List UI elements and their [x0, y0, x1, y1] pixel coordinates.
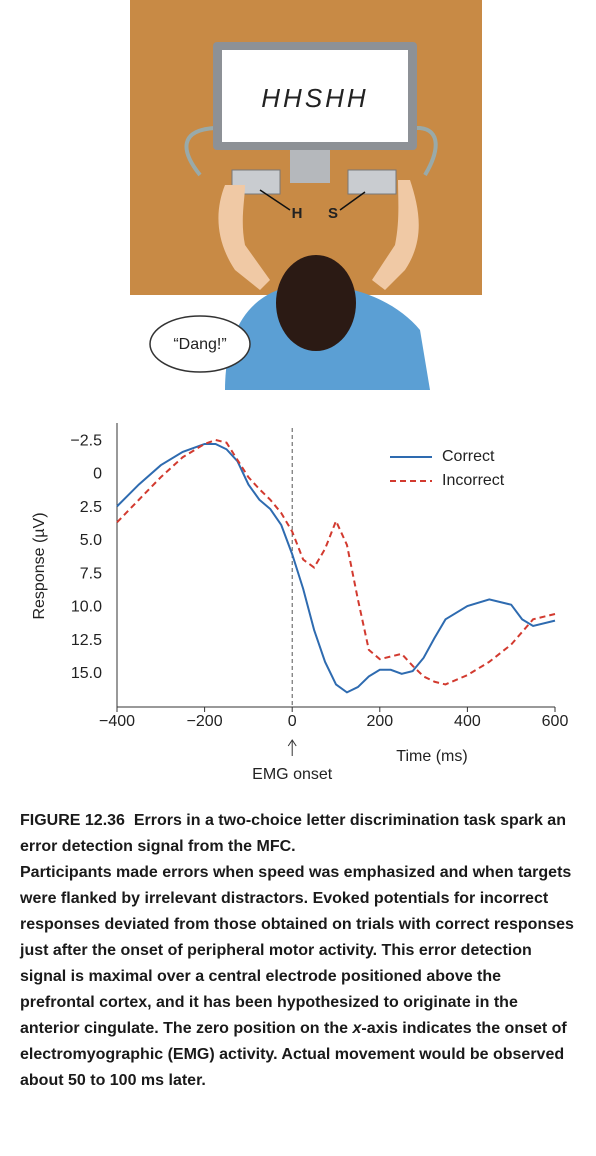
screen-text: HHSHH — [261, 83, 368, 113]
x-tick-label: −200 — [187, 713, 223, 730]
x-tick-label: 600 — [542, 713, 569, 730]
annotation-arrowhead — [287, 739, 297, 747]
y-tick-label: −2.5 — [70, 433, 102, 450]
figure-title: Errors in a two-choice letter discrimina… — [20, 812, 566, 855]
figure-label: FIGURE 12.36 — [20, 812, 125, 829]
caption-body: Participants made errors when speed was … — [20, 864, 574, 1037]
legend-label: Incorrect — [442, 472, 505, 489]
monitor-stand — [290, 145, 330, 183]
button-right — [347, 169, 397, 195]
illustration: HHSHH H S “Dang!” — [130, 0, 482, 390]
key-label: H — [292, 205, 303, 222]
y-axis-label: Response (µV) — [31, 512, 48, 619]
series-line — [116, 438, 556, 686]
y-tick-label: 12.5 — [71, 632, 102, 649]
monitor-screen — [222, 50, 408, 142]
y-tick-label: 15.0 — [71, 665, 102, 682]
speech-bubble — [149, 315, 251, 373]
y-tick-label: 0 — [93, 466, 102, 483]
caption: FIGURE 12.36 Errors in a two-choice lett… — [20, 808, 580, 1094]
y-tick-label: 10.0 — [71, 599, 102, 616]
caption-italic: x — [352, 1020, 362, 1037]
key-label: S — [328, 205, 338, 222]
chart: −2.5 0 2.5 5.0 7.5 10.0 12.5 15.0 −400 −200 0 200 40… — [31, 423, 569, 783]
leader — [339, 191, 366, 211]
annotation: EMG onset — [252, 766, 333, 783]
y-tick-label: 7.5 — [80, 565, 102, 582]
y-tick-label: 5.0 — [80, 532, 102, 549]
head — [276, 255, 356, 351]
series-line — [116, 442, 556, 694]
left-arm — [218, 185, 270, 290]
right-arm — [372, 180, 419, 290]
x-tick-label: 400 — [454, 713, 481, 730]
y-tick-label: 2.5 — [80, 499, 102, 516]
caption-body: -axis indicates the onset of electromyog… — [20, 1020, 567, 1089]
legend-label: Correct — [442, 448, 495, 465]
x-tick-label: −400 — [99, 713, 135, 730]
speech-text: “Dang!” — [173, 336, 226, 353]
x-tick-label: 200 — [366, 713, 393, 730]
figure: HHSHH H S “Dang!” — [130, 0, 482, 390]
x-tick-label: 0 — [288, 713, 297, 730]
leader — [259, 189, 291, 211]
x-axis-label: Time (ms) — [396, 748, 467, 765]
